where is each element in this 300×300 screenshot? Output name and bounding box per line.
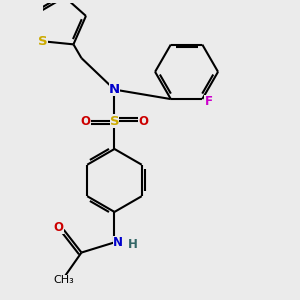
Text: O: O xyxy=(80,115,91,128)
Text: S: S xyxy=(38,35,47,48)
Text: N: N xyxy=(113,236,123,249)
Text: F: F xyxy=(204,95,212,108)
Text: H: H xyxy=(128,238,138,251)
Text: O: O xyxy=(138,115,148,128)
Text: O: O xyxy=(54,221,64,234)
Text: S: S xyxy=(110,115,119,128)
Text: N: N xyxy=(109,83,120,96)
Text: CH₃: CH₃ xyxy=(53,275,74,286)
